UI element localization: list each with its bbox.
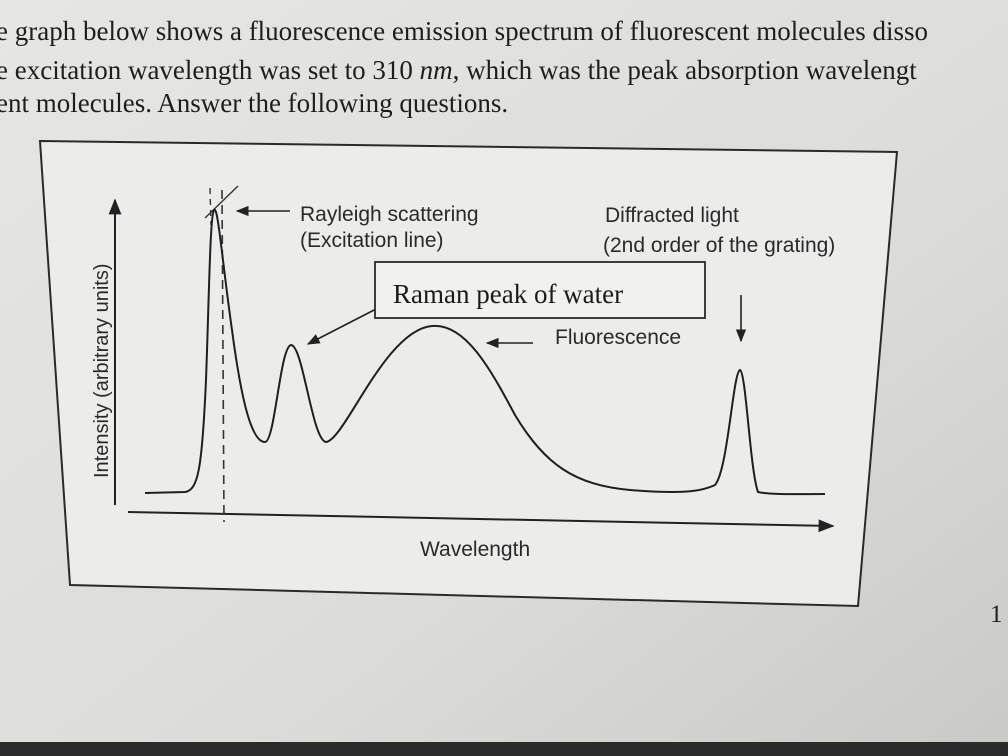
page-number: 1 bbox=[990, 601, 1003, 628]
text-line: e graph below shows a fluorescence emiss… bbox=[0, 16, 928, 46]
text-span: e excitation wavelength was set to 310 bbox=[0, 55, 420, 85]
annotation: Fluorescence bbox=[555, 326, 681, 349]
paragraph: e graph below shows a fluorescence emiss… bbox=[0, 16, 928, 118]
annotation: Rayleigh scattering bbox=[300, 203, 479, 226]
x-axis bbox=[127, 511, 835, 533]
annotation: (Excitation line) bbox=[300, 229, 444, 252]
y-axis-label: Intensity (arbitrary units) bbox=[91, 263, 113, 478]
annotation: Raman peak of water bbox=[393, 279, 623, 309]
scatter-tick bbox=[204, 185, 239, 219]
screen-bezel bbox=[0, 742, 1008, 756]
raman-box bbox=[374, 261, 706, 319]
annotation: Diffracted light bbox=[605, 204, 739, 227]
spectrum-curve bbox=[144, 208, 826, 496]
excitation-line bbox=[221, 189, 225, 523]
text-line: e excitation wavelength was set to 310 n… bbox=[0, 55, 917, 85]
figure-frame bbox=[38, 139, 899, 608]
unit: nm bbox=[420, 55, 453, 85]
arrow bbox=[306, 307, 379, 345]
x-axis-label: Wavelength bbox=[420, 538, 530, 561]
figure-labels: Rayleigh scattering (Excitation line) Di… bbox=[91, 203, 835, 561]
text-span: , which was the peak absorption waveleng… bbox=[453, 55, 918, 85]
text-line: ent molecules. Answer the following ques… bbox=[0, 88, 508, 118]
annotation: (2nd order of the grating) bbox=[603, 234, 835, 257]
